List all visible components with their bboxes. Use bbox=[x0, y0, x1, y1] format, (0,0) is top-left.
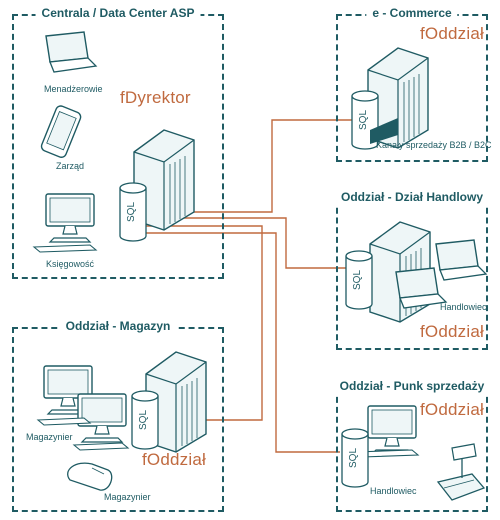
warehouse-clerk-label: Magazynier bbox=[104, 492, 151, 502]
app-name-foddzial: fOddział bbox=[420, 322, 484, 341]
warehouse-clerk-label: Magazynier bbox=[26, 432, 73, 442]
point-of-sale-title: Oddział - Punk sprzedaży bbox=[333, 379, 491, 393]
salesman-label: Handlowiec bbox=[370, 486, 417, 496]
app-name-foddzial: fOddział bbox=[420, 400, 484, 419]
cash-register-icon bbox=[436, 443, 486, 501]
central-title: Centrala / Data Center ASP bbox=[35, 6, 201, 20]
keyboard-icon bbox=[32, 244, 98, 253]
warehouse-title: Oddział - Magazyn bbox=[59, 319, 177, 333]
salesman-label: Handlowiec bbox=[440, 302, 487, 312]
server-panel-icon bbox=[370, 118, 398, 144]
barcode-scanner-icon bbox=[67, 462, 113, 491]
sales-channels-label: Kanały sprzedaży B2B / B2C bbox=[376, 140, 492, 150]
link-ecommerce bbox=[150, 119, 352, 213]
ecommerce-title: e - Commerce bbox=[366, 6, 458, 20]
app-name-foddzial: fOddział bbox=[142, 450, 206, 469]
accounting-label: Księgowość bbox=[46, 259, 95, 269]
network-links bbox=[145, 119, 352, 453]
link-sales-dept bbox=[150, 217, 352, 269]
keyboard-icon bbox=[36, 417, 130, 451]
warehouse-box bbox=[12, 327, 224, 512]
tablet-icon bbox=[40, 105, 82, 158]
app-name-fdyrektor: fDyrektor bbox=[120, 88, 191, 107]
link-warehouse bbox=[145, 225, 263, 421]
managers-label: Menadżerowie bbox=[44, 84, 103, 94]
central-box bbox=[12, 14, 224, 279]
link-pos bbox=[145, 232, 340, 453]
sales-department-title: Oddział - Dział Handlowy bbox=[334, 190, 490, 204]
app-name-foddzial: fOddział bbox=[420, 24, 484, 43]
board-label: Zarząd bbox=[56, 161, 85, 171]
